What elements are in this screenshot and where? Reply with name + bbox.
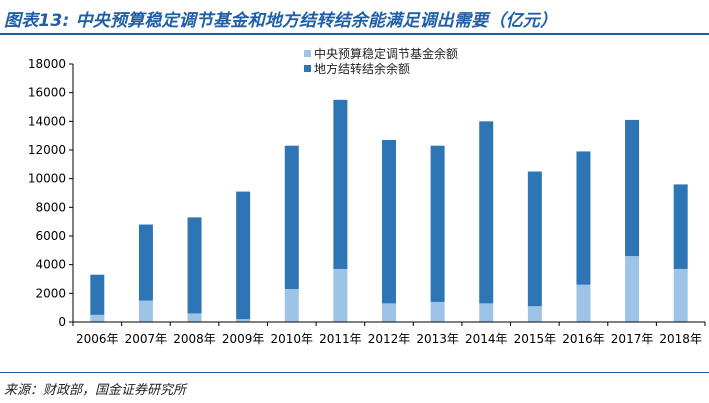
x-tick-label: 2006年 [76,332,119,346]
bar-segment-central [284,289,299,322]
bar-segment-local [576,151,591,285]
y-tick-label: 16000 [28,86,66,100]
legend-swatch [304,50,311,57]
bar-segment-central [527,306,542,322]
source-note: 来源：财政部，国金证券研究所 [4,383,187,398]
y-tick-label: 0 [58,315,66,329]
y-tick-label: 4000 [35,258,66,272]
x-tick-label: 2014年 [465,332,508,346]
bar-segment-local [430,145,445,302]
legend-swatch [304,65,311,72]
bar-segment-central [576,284,591,322]
bar-segment-central [236,319,251,322]
bar-segment-local [187,217,202,314]
x-tick-label: 2012年 [368,332,411,346]
bar-segment-central [138,300,153,322]
y-tick-label: 12000 [28,143,66,157]
legend-label: 地方结转结余余额 [314,61,410,76]
bar-segment-central [625,256,640,322]
x-tick-label: 2013年 [416,332,459,346]
bar-segment-local [90,274,105,315]
bar-segment-central [90,314,105,322]
source-divider [0,372,709,373]
bar-segment-local [673,184,688,269]
x-tick-label: 2010年 [270,332,313,346]
y-tick-label: 18000 [28,57,66,71]
bar-segment-central [187,313,202,322]
x-tick-label: 2015年 [514,332,557,346]
bar-segment-central [673,268,688,322]
y-tick-label: 8000 [35,200,66,214]
chart-title: 图表13: 中央预算稳定调节基金和地方结转结余能满足调出需要（亿元） [4,11,558,31]
x-tick-label: 2017年 [611,332,654,346]
bar-segment-local [138,224,153,301]
bar-segment-local [625,119,640,257]
y-tick-label: 2000 [35,286,66,300]
bars [90,99,688,322]
x-tick-label: 2009年 [222,332,265,346]
x-tick-label: 2007年 [125,332,168,346]
axes: 0 2000 4000 6000 8000 10000 12000 14000 16000 180… [28,57,706,346]
x-tick-label: 2016年 [562,332,605,346]
bar-segment-local [479,121,494,304]
bar-segment-central [430,301,445,322]
legend-label: 中央预算稳定调节基金余额 [314,46,458,61]
y-tick-label: 10000 [28,172,66,186]
bar-segment-central [479,303,494,322]
bar-segment-central [382,303,396,322]
title-divider [0,33,709,35]
bar-segment-central [333,268,348,322]
y-tick-label: 6000 [35,229,66,243]
bar-segment-local [236,191,251,320]
x-tick-label: 2008年 [173,332,216,346]
bar-segment-local [284,145,299,290]
bar-segment-local [527,171,542,307]
bar-segment-local [382,139,396,304]
x-tick-label: 2018年 [659,332,702,346]
x-tick-label: 2011年 [319,332,362,346]
bar-segment-local [333,99,348,269]
y-tick-label: 14000 [28,114,66,128]
